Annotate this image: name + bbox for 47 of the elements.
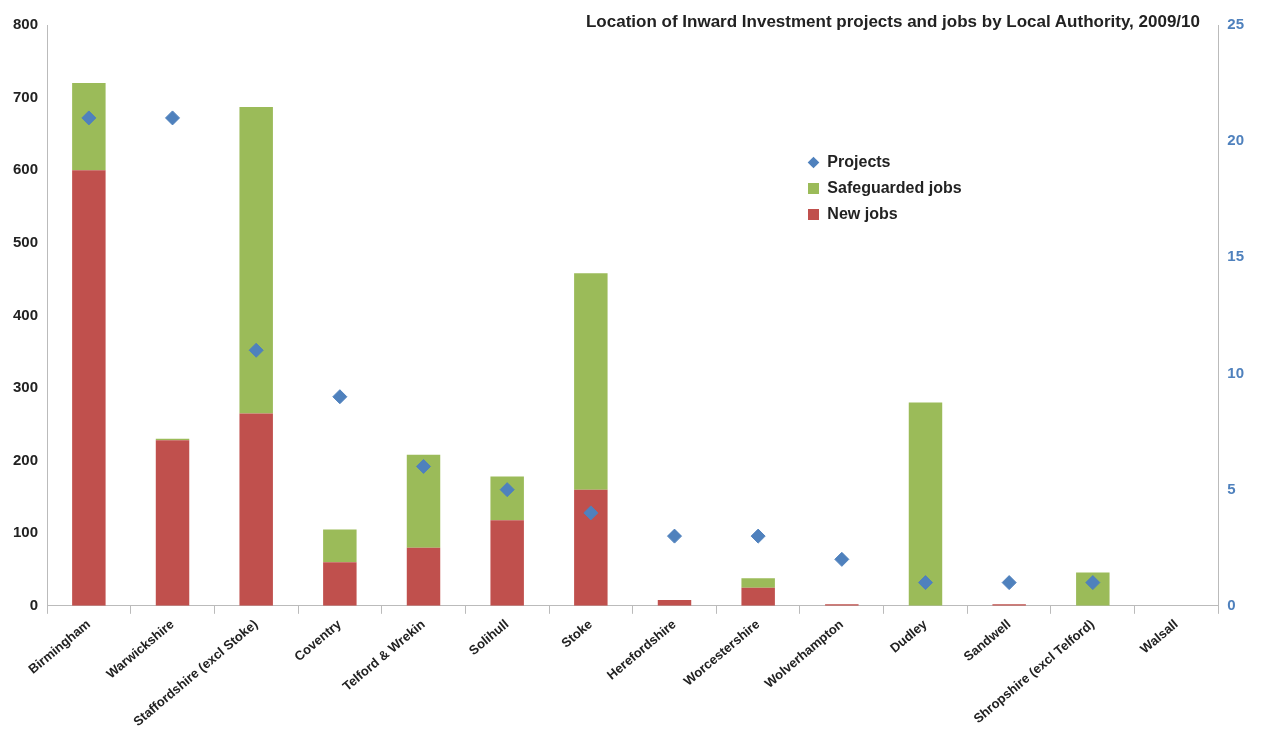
bar [741, 587, 775, 606]
y-tick-label: 200 [13, 450, 39, 468]
bar [406, 547, 441, 606]
bar [574, 489, 608, 606]
bar [323, 562, 357, 606]
bar [239, 413, 273, 606]
y-tick-label: 0 [29, 595, 39, 613]
point [667, 528, 682, 544]
bar [72, 170, 106, 606]
y-tick-label: 700 [13, 87, 39, 105]
bar [406, 454, 441, 548]
y-tick-label: 100 [13, 523, 39, 541]
point [750, 528, 766, 544]
point [248, 342, 264, 358]
y-tick-label: 600 [13, 160, 39, 178]
bar [72, 83, 106, 171]
y2-tick-label: 15 [1227, 247, 1244, 265]
point [1001, 575, 1017, 591]
y-tick-label: 400 [13, 305, 39, 323]
legend-label: Projects [826, 153, 892, 171]
bar [741, 578, 775, 588]
y2-tick-label: 25 [1227, 15, 1244, 33]
point [499, 482, 515, 498]
y-tick-label: 500 [13, 232, 39, 250]
point [917, 575, 933, 591]
bar [155, 440, 190, 606]
point [332, 389, 348, 405]
legend-label: Safeguarded jobs [826, 179, 962, 197]
point [834, 551, 850, 567]
bar [490, 476, 524, 521]
y2-tick-label: 20 [1227, 131, 1244, 149]
legend-label: New jobs [826, 205, 899, 223]
bar [908, 402, 943, 606]
bar [574, 273, 608, 490]
y2-tick-label: 5 [1227, 479, 1236, 497]
chart-title: Location of Inward Investment projects and jobs by Local Authority, 2009/10 [585, 12, 1200, 32]
y-tick-label: 300 [13, 378, 39, 396]
y-tick-label: 800 [13, 15, 39, 33]
y2-tick-label: 10 [1227, 363, 1244, 381]
bar [323, 529, 357, 563]
bar [239, 107, 273, 414]
bar [490, 520, 524, 606]
point [165, 110, 181, 126]
point [416, 458, 432, 474]
point [81, 110, 97, 126]
point [583, 505, 599, 521]
y2-tick-label: 0 [1227, 595, 1236, 613]
